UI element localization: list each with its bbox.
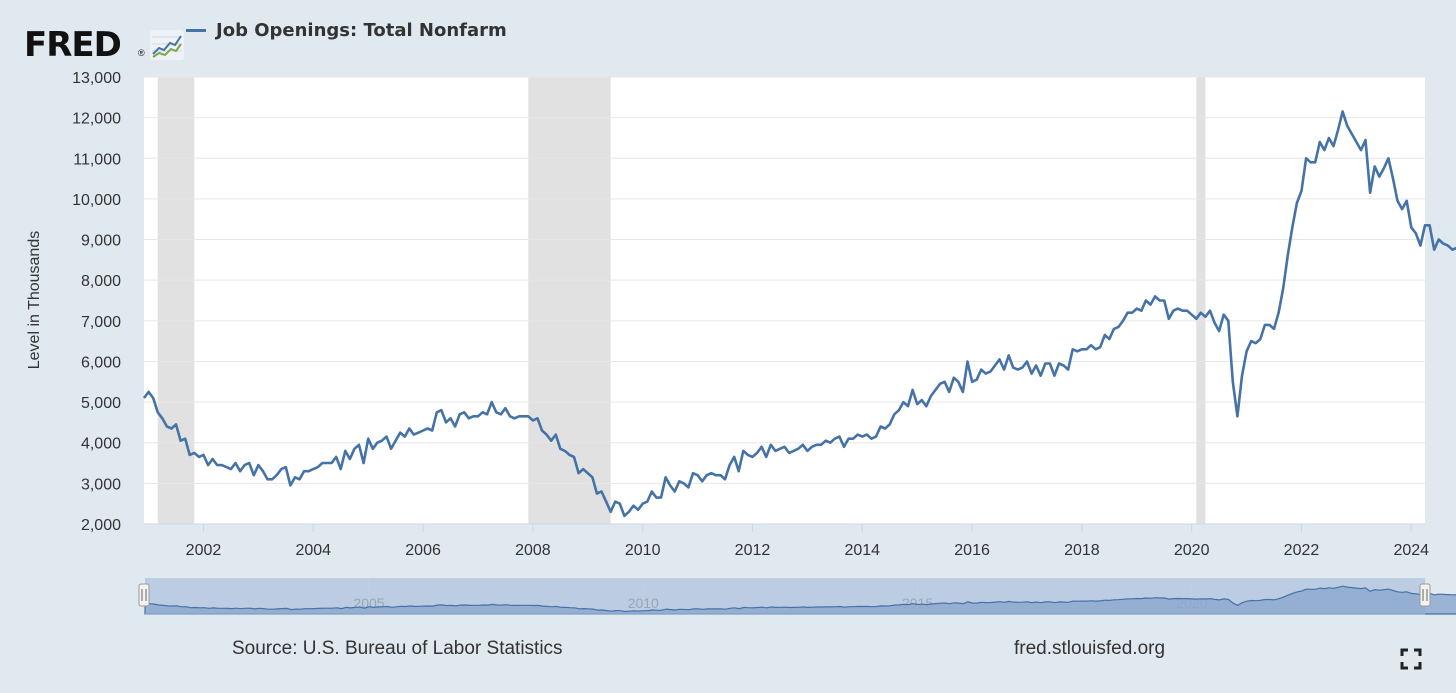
recession-band <box>157 77 195 524</box>
plot-background <box>144 77 1425 524</box>
y-tick-label: 11,000 <box>73 151 121 168</box>
range-navigator[interactable]: 2005201020152020 <box>138 578 1456 615</box>
y-tick-label: 9,000 <box>81 233 121 250</box>
recession-band <box>528 77 611 524</box>
x-tick-label: 2010 <box>625 542 661 559</box>
x-tick-label: 2012 <box>735 542 771 559</box>
chart-legend: Job Openings: Total Nonfarm <box>186 20 507 41</box>
logo-text: FRED <box>24 25 122 65</box>
y-tick-label: 7,000 <box>81 314 121 331</box>
y-tick-label: 8,000 <box>81 273 121 290</box>
logo-registered-mark: ® <box>138 48 145 58</box>
y-tick-label: 12,000 <box>72 111 121 128</box>
x-tick-label: 2006 <box>405 542 441 559</box>
source-note: Source: U.S. Bureau of Labor Statistics <box>232 638 563 659</box>
x-tick-label: 2020 <box>1174 542 1210 559</box>
fullscreen-icon[interactable] <box>1400 648 1422 670</box>
y-axis-label: Level in Thousands <box>26 231 43 369</box>
x-tick-label: 2018 <box>1064 542 1100 559</box>
y-tick-label: 6,000 <box>81 354 121 371</box>
x-tick-label: 2008 <box>515 542 551 559</box>
x-tick-label: 2004 <box>295 542 331 559</box>
legend-swatch <box>186 29 206 32</box>
legend-label: Job Openings: Total Nonfarm <box>216 20 507 41</box>
x-tick-label: 2002 <box>186 542 222 559</box>
y-tick-label: 2,000 <box>81 517 121 534</box>
x-tick-label: 2014 <box>844 542 880 559</box>
x-tick-label: 2016 <box>954 542 990 559</box>
series-line[interactable] <box>142 110 1456 518</box>
chart-line-icon <box>150 30 184 60</box>
y-tick-label: 3,000 <box>81 476 121 493</box>
recession-band <box>1196 77 1206 524</box>
navigator-handle-right[interactable] <box>1419 583 1431 607</box>
x-tick-label: 2024 <box>1393 542 1429 559</box>
navigator-series-area <box>144 585 1456 615</box>
navigator-label: 2010 <box>628 595 659 611</box>
y-tick-label: 10,000 <box>72 192 121 209</box>
x-tick-label: 2022 <box>1284 542 1320 559</box>
navigator-handle-left[interactable] <box>138 583 150 607</box>
y-tick-label: 5,000 <box>81 395 121 412</box>
y-tick-label: 13,000 <box>72 70 121 87</box>
y-tick-label: 4,000 <box>81 436 121 453</box>
site-link[interactable]: fred.stlouisfed.org <box>1014 638 1166 659</box>
